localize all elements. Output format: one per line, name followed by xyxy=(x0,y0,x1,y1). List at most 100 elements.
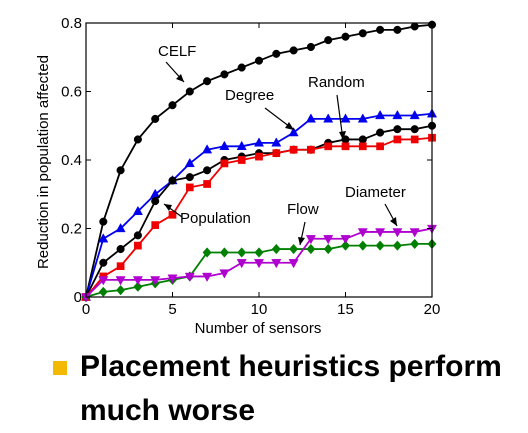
data-point-flow xyxy=(410,238,420,250)
y-tick-label: 0 xyxy=(74,289,82,306)
annotation-population-arrowhead xyxy=(164,204,172,211)
data-point-flow xyxy=(306,243,316,255)
y-tick-label: 0.2 xyxy=(61,221,82,238)
data-point-degree xyxy=(98,233,109,243)
data-point-celf xyxy=(168,101,177,110)
data-point-flow xyxy=(133,281,143,292)
data-point-diameter xyxy=(305,235,316,245)
data-point-flow xyxy=(98,286,108,298)
data-point-population xyxy=(185,183,194,192)
data-point-flow xyxy=(116,284,126,296)
data-point-diameter xyxy=(375,228,386,238)
data-point-random xyxy=(203,166,212,175)
data-point-celf xyxy=(99,217,108,226)
data-point-population xyxy=(410,135,419,144)
data-point-random xyxy=(410,125,419,134)
data-point-degree xyxy=(115,222,126,233)
y-tick-label: 0.8 xyxy=(61,15,82,32)
data-point-diameter xyxy=(288,259,299,269)
data-point-diameter xyxy=(167,274,178,284)
data-point-population xyxy=(272,149,281,158)
annotation-celf-label: CELF xyxy=(158,43,196,60)
data-point-degree xyxy=(271,137,282,147)
data-point-celf xyxy=(116,166,125,175)
data-point-diameter xyxy=(253,259,265,269)
data-point-population xyxy=(203,180,211,188)
data-point-population xyxy=(220,159,229,168)
data-point-celf xyxy=(220,70,229,79)
data-point-random xyxy=(376,128,385,137)
data-point-celf xyxy=(133,135,142,144)
data-point-celf xyxy=(324,36,333,45)
data-point-population xyxy=(168,210,177,219)
data-point-random xyxy=(133,231,142,240)
data-point-diameter xyxy=(357,228,368,238)
bullet-text: Placement heuristics perform much worse xyxy=(80,350,502,427)
x-axis-label: Number of sensors xyxy=(195,320,322,337)
series-diameter xyxy=(80,224,438,303)
data-point-degree xyxy=(357,113,368,123)
data-point-flow xyxy=(289,243,299,255)
data-point-random xyxy=(116,245,125,254)
data-point-diameter xyxy=(184,272,195,282)
data-point-flow xyxy=(202,247,212,258)
data-point-flow xyxy=(375,240,385,251)
annotation-degree-label: Degree xyxy=(225,87,274,104)
data-point-degree xyxy=(132,205,143,216)
data-point-degree xyxy=(392,109,403,120)
data-point-random xyxy=(358,135,367,144)
data-point-flow xyxy=(392,240,402,251)
data-point-diameter xyxy=(98,276,109,286)
data-point-population xyxy=(116,262,125,271)
annotation-degree: Degree xyxy=(225,87,295,131)
data-point-celf xyxy=(203,77,212,86)
data-point-diameter xyxy=(219,269,230,279)
series-line-population xyxy=(85,136,433,298)
data-point-diameter xyxy=(409,228,420,238)
x-tick-label: 5 xyxy=(168,301,176,318)
data-point-degree xyxy=(253,137,265,147)
data-point-degree xyxy=(288,127,299,137)
data-point-degree xyxy=(219,140,230,150)
data-point-population xyxy=(151,221,160,229)
data-point-celf xyxy=(341,32,350,41)
y-tick-label: 0.6 xyxy=(61,84,82,101)
data-point-degree xyxy=(409,109,420,120)
data-point-celf xyxy=(358,29,367,38)
annotation-diameter-label: Diameter xyxy=(345,184,406,201)
annotation-population-label: Population xyxy=(180,210,251,227)
data-point-celf xyxy=(272,49,281,58)
data-point-celf xyxy=(237,63,246,72)
data-point-population xyxy=(289,145,298,154)
data-point-diameter xyxy=(392,228,403,238)
data-point-random xyxy=(168,176,177,185)
series-degree xyxy=(80,108,438,301)
annotation-random: Random xyxy=(308,74,365,141)
x-tick-label: 15 xyxy=(337,301,354,318)
series-flow xyxy=(81,238,437,303)
data-point-population xyxy=(255,152,263,161)
annotation-diameter: Diameter xyxy=(345,184,406,227)
annotation-diameter-arrowhead xyxy=(390,217,397,226)
annotation-random-arrowhead xyxy=(339,131,346,140)
data-point-celf xyxy=(254,56,264,65)
data-point-population xyxy=(358,142,367,151)
data-point-population xyxy=(341,142,350,151)
annotation-flow: Flow xyxy=(287,201,319,246)
data-point-population xyxy=(324,142,333,151)
data-point-celf xyxy=(376,25,385,34)
annotation-degree-arrowhead xyxy=(285,122,294,130)
annotation-population: Population xyxy=(163,203,251,227)
annotation-flow-label: Flow xyxy=(287,201,319,218)
bullet-marker xyxy=(53,361,67,375)
data-point-diameter xyxy=(150,276,161,286)
x-tick-label: 10 xyxy=(251,301,268,318)
data-point-diameter xyxy=(132,276,143,286)
line-chart: 0 5 10 15 20 0 0.2 0.4 0.6 0.8 CELF Degree Random… xyxy=(35,15,440,337)
annotation-celf: CELF xyxy=(158,43,196,83)
data-point-population xyxy=(307,145,315,154)
data-point-degree xyxy=(236,140,247,150)
data-point-celf xyxy=(410,22,419,31)
y-tick-label: 0.4 xyxy=(61,152,82,169)
data-point-degree xyxy=(323,113,334,123)
